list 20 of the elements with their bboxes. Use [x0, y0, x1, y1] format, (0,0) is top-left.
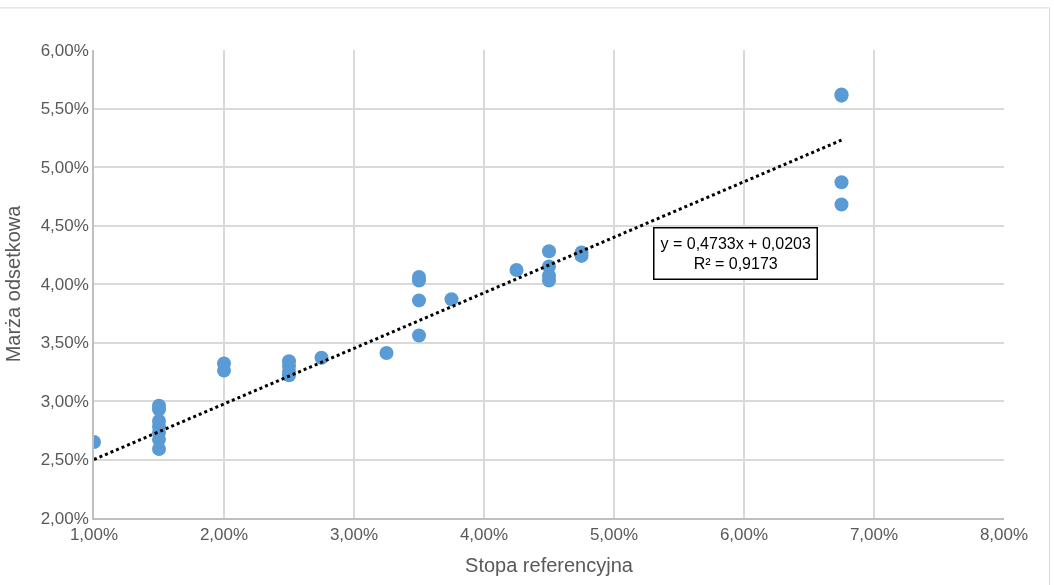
x-tick-label: 3,00%	[329, 525, 379, 545]
y-tick-label: 6,00%	[40, 40, 89, 60]
y-tick-label: 4,00%	[40, 274, 89, 294]
y-tick-label: 3,00%	[40, 391, 89, 411]
y-tick-label: 5,50%	[40, 99, 89, 119]
x-tick-label: 2,00%	[199, 525, 249, 545]
annotation: y = 0,4733x + 0,0203 R² = 0,9173	[660, 234, 811, 273]
x-tick-label: 7,00%	[849, 525, 899, 545]
y-axis-title: Marża odsetkowa	[1, 204, 24, 363]
y-tick-label: 2,50%	[40, 450, 89, 470]
y-tick-label: 3,50%	[40, 333, 89, 353]
x-tick-label: 1,00%	[69, 525, 119, 545]
x-tick-label: 4,00%	[459, 525, 509, 545]
x-tick-label: 8,00%	[979, 525, 1029, 545]
y-tick-label: 2,00%	[40, 508, 89, 528]
x-tick-label: 6,00%	[719, 525, 769, 545]
y-tick-label: 4,50%	[40, 216, 89, 236]
x-axis-title: Stopa referencyjna	[465, 554, 634, 577]
y-tick-label: 5,00%	[40, 157, 89, 177]
x-tick-label: 5,00%	[589, 525, 639, 545]
